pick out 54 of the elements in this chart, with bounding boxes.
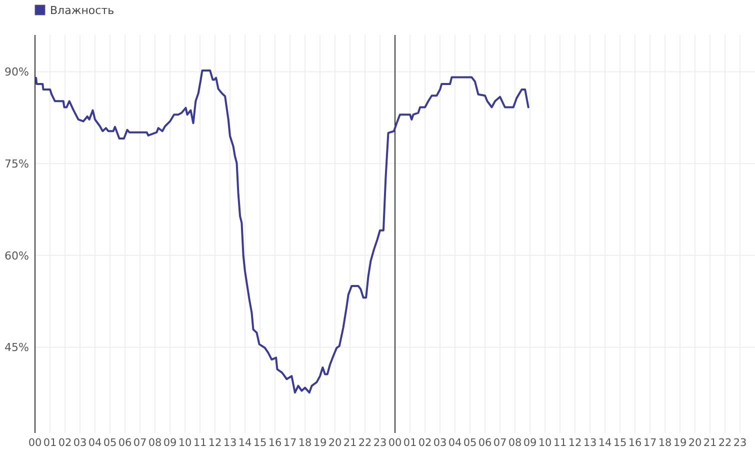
x-tick-label: 00 <box>28 437 42 449</box>
x-tick-label: 22 <box>358 437 372 449</box>
x-tick-label: 18 <box>298 437 312 449</box>
x-tick-label: 05 <box>103 437 117 449</box>
x-tick-label: 04 <box>88 437 102 449</box>
x-tick-label: 22 <box>718 437 732 449</box>
x-tick-label: 12 <box>568 437 582 449</box>
x-tick-label: 06 <box>118 437 132 449</box>
x-tick-label: 08 <box>148 437 162 449</box>
x-tick-label: 07 <box>493 437 507 449</box>
x-tick-label: 21 <box>343 437 357 449</box>
y-tick-label: 75% <box>4 157 29 170</box>
x-tick-label: 10 <box>538 437 552 449</box>
x-tick-label: 15 <box>253 437 267 449</box>
x-tick-label: 02 <box>418 437 432 449</box>
x-tick-label: 13 <box>583 437 597 449</box>
x-tick-label: 01 <box>43 437 57 449</box>
x-tick-label: 14 <box>598 437 612 449</box>
x-tick-label: 23 <box>733 437 747 449</box>
x-tick-label: 05 <box>463 437 477 449</box>
x-tick-label: 20 <box>688 437 702 449</box>
x-tick-label: 10 <box>178 437 192 449</box>
x-tick-label: 17 <box>283 437 297 449</box>
x-tick-label: 21 <box>703 437 717 449</box>
x-tick-label: 11 <box>193 437 207 449</box>
x-tick-label: 09 <box>523 437 537 449</box>
x-tick-label: 19 <box>313 437 327 449</box>
x-tick-label: 11 <box>553 437 567 449</box>
y-tick-label: 90% <box>4 66 29 79</box>
x-tick-label: 03 <box>73 437 87 449</box>
x-tick-label: 16 <box>268 437 282 449</box>
x-tick-label: 12 <box>208 437 222 449</box>
x-tick-label: 02 <box>58 437 72 449</box>
x-tick-label: 23 <box>373 437 387 449</box>
line-series <box>35 70 530 394</box>
x-tick-label: 01 <box>403 437 417 449</box>
x-tick-label: 09 <box>163 437 177 449</box>
x-tick-label: 14 <box>238 437 252 449</box>
x-tick-label: 15 <box>613 437 627 449</box>
legend-label: Влажность <box>50 4 114 17</box>
x-tick-label: 18 <box>658 437 672 449</box>
x-tick-label: 19 <box>673 437 687 449</box>
x-tick-label: 08 <box>508 437 522 449</box>
x-tick-label: 00 <box>388 437 402 449</box>
x-tick-label: 17 <box>643 437 657 449</box>
x-tick-label: 03 <box>433 437 447 449</box>
y-tick-label: 60% <box>4 249 29 262</box>
x-tick-label: 06 <box>478 437 492 449</box>
y-tick-label: 45% <box>4 341 29 354</box>
x-tick-label: 07 <box>133 437 147 449</box>
x-tick-label: 04 <box>448 437 462 449</box>
x-tick-label: 13 <box>223 437 237 449</box>
x-tick-label: 16 <box>628 437 642 449</box>
x-tick-label: 20 <box>328 437 342 449</box>
